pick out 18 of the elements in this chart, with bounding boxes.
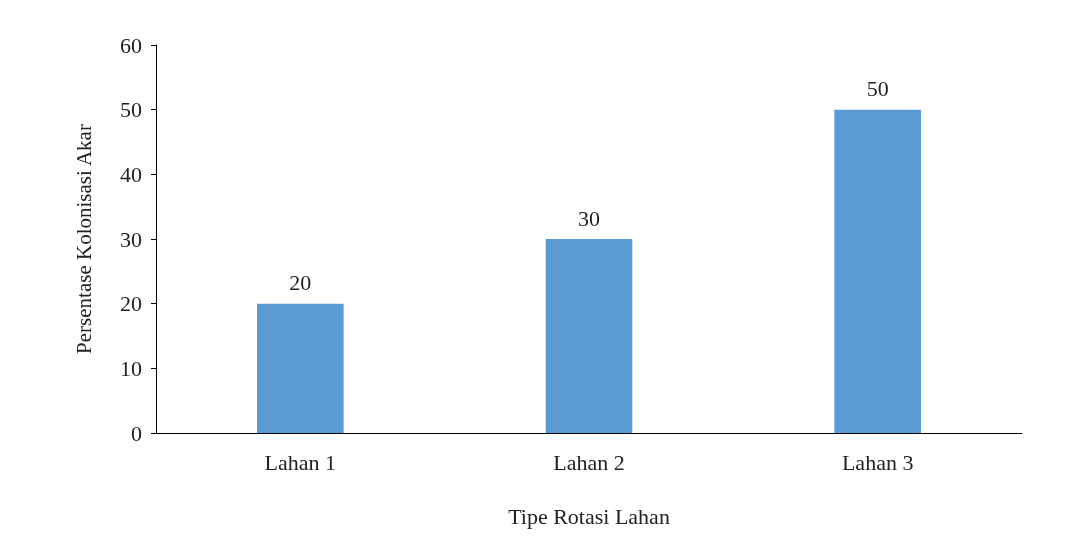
y-axis-title: Persentase Kolonisasi Akar [71,124,96,354]
x-tick-label: Lahan 2 [553,449,625,475]
data-label: 30 [578,205,600,231]
x-tick-label: Lahan 3 [841,449,914,475]
x-tick-label: Lahan 1 [264,449,337,475]
y-tick-label: 0 [131,420,142,446]
y-tick-label: 10 [120,355,142,381]
y-tick-label: 50 [120,97,142,123]
y-tick-label: 40 [120,161,142,187]
bar [545,239,633,433]
y-tick-label: 20 [120,291,142,317]
x-axis-title: Tipe Rotasi Lahan [508,503,670,529]
bar [834,109,921,433]
bar [257,303,344,433]
y-tick-label: 30 [120,226,142,252]
data-label: 20 [289,270,312,296]
data-label: 50 [866,76,889,102]
y-tick-label: 60 [120,32,142,58]
